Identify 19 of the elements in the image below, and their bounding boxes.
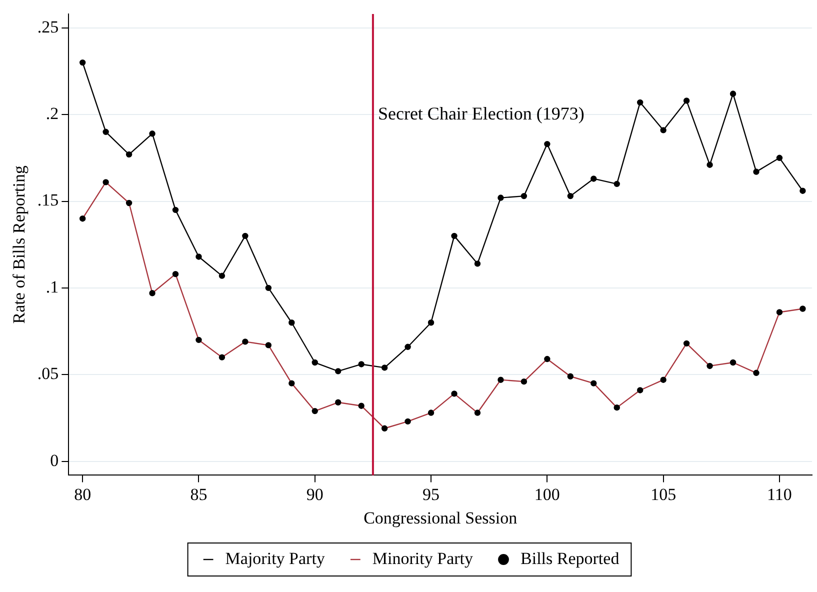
x-tick-label: 100 — [534, 484, 560, 504]
y-tick-label: .25 — [37, 17, 59, 36]
x-tick-label: 90 — [306, 484, 324, 504]
y-tick-label: .15 — [37, 190, 59, 210]
y-tick-label: .2 — [46, 104, 59, 124]
y-tick-label: .05 — [37, 364, 59, 384]
x-tick-label: 80 — [74, 484, 92, 504]
x-tick-label: 95 — [422, 484, 440, 504]
x-tick-label: 85 — [190, 484, 208, 504]
x-tick-label: 105 — [650, 484, 676, 504]
y-tick-label: 0 — [50, 450, 59, 470]
y-tick-label: .1 — [46, 277, 59, 296]
legend-label: Bills Reported — [520, 548, 620, 568]
legend-label: Majority Party — [225, 548, 326, 568]
y-axis-title: Rate of Bills Reporting — [10, 165, 29, 324]
x-axis-title: Congressional Session — [364, 508, 518, 528]
x-tick-label: 110 — [767, 484, 792, 504]
legend-label: Minority Party — [372, 548, 474, 568]
annotation: Secret Chair Election (1973) — [378, 103, 584, 124]
